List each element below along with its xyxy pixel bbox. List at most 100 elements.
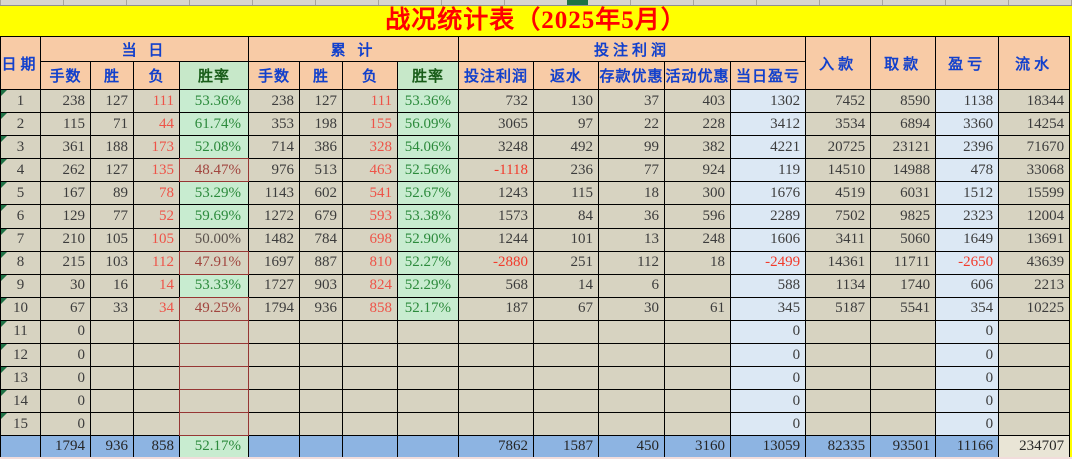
cell-deposit[interactable]: 20725 [805, 135, 872, 160]
cell-bet_profit[interactable]: -2880 [458, 250, 535, 275]
cell-pl[interactable]: 0 [935, 412, 1000, 437]
cell-date[interactable]: 3 [0, 135, 41, 160]
cell-bet_profit[interactable]: 1244 [458, 227, 535, 252]
cell-c_loss[interactable] [342, 343, 399, 368]
header-rebate[interactable]: 返水 [533, 61, 600, 90]
cell-act_bonus[interactable]: 3160 [664, 435, 732, 459]
cell-rebate[interactable] [533, 319, 600, 345]
cell-date[interactable]: 9 [0, 273, 41, 298]
cell-d_hands[interactable]: 0 [40, 319, 91, 345]
cell-rebate[interactable]: 67 [533, 296, 600, 321]
cell-c_win[interactable]: 679 [299, 204, 344, 229]
cell-c_hands[interactable] [248, 435, 301, 459]
cell-d_rate[interactable]: 53.36% [178, 88, 250, 114]
cell-pl[interactable]: 1649 [935, 227, 1000, 252]
cell-bet_profit[interactable]: 3065 [458, 112, 535, 137]
cell-d_loss[interactable]: 52 [133, 204, 180, 229]
cell-turnover[interactable]: 15599 [998, 181, 1071, 206]
cell-date[interactable]: 13 [0, 366, 41, 391]
cell-dep_bonus[interactable]: 77 [598, 158, 666, 183]
header-date[interactable]: 日期 [0, 36, 41, 90]
cell-d_win[interactable]: 127 [90, 88, 134, 114]
cell-c_hands[interactable]: 1794 [248, 296, 301, 321]
cell-d_hands[interactable]: 0 [40, 366, 91, 391]
cell-day_pl[interactable]: 4221 [730, 135, 807, 160]
cell-withdraw[interactable]: 14988 [870, 158, 937, 183]
cell-pl[interactable]: 1138 [935, 88, 1000, 114]
cell-turnover[interactable]: 33068 [998, 158, 1071, 183]
cell-pl[interactable]: 2323 [935, 204, 1000, 229]
cell-d_loss[interactable]: 135 [133, 158, 180, 183]
cell-day_pl[interactable]: -2499 [730, 250, 807, 275]
cell-c_rate[interactable]: 54.06% [397, 135, 460, 160]
cell-d_loss[interactable]: 14 [133, 273, 180, 298]
cell-rebate[interactable] [533, 412, 600, 437]
cell-c_hands[interactable]: 1272 [248, 204, 301, 229]
header-day-loss[interactable]: 负 [133, 61, 180, 90]
cell-dep_bonus[interactable] [598, 389, 666, 414]
cell-pl[interactable]: 0 [935, 366, 1000, 391]
cell-d_loss[interactable]: 173 [133, 135, 180, 160]
cell-day_pl[interactable]: 0 [730, 343, 807, 368]
cell-turnover[interactable]: 18344 [998, 88, 1071, 114]
cell-d_win[interactable] [90, 412, 134, 437]
cell-c_loss[interactable]: 541 [342, 181, 399, 206]
cell-day_pl[interactable]: 1676 [730, 181, 807, 206]
cell-c_win[interactable]: 903 [299, 273, 344, 298]
cell-c_loss[interactable] [342, 366, 399, 391]
cell-d_rate[interactable]: 53.33% [178, 273, 250, 298]
cell-date[interactable]: 11 [0, 319, 41, 345]
cell-pl[interactable]: 0 [935, 319, 1000, 345]
cell-c_loss[interactable] [342, 389, 399, 414]
cell-deposit[interactable]: 14510 [805, 158, 872, 183]
cell-d_loss[interactable]: 34 [133, 296, 180, 321]
cell-dep_bonus[interactable] [598, 366, 666, 391]
cell-turnover[interactable] [998, 389, 1071, 414]
cell-d_win[interactable] [90, 366, 134, 391]
sheet-title[interactable]: 战况统计表（2025年5月） [0, 6, 1072, 36]
cell-c_rate[interactable]: 53.36% [397, 88, 460, 114]
cell-d_rate[interactable] [178, 412, 250, 437]
cell-rebate[interactable]: 115 [533, 181, 600, 206]
cell-c_loss[interactable]: 824 [342, 273, 399, 298]
cell-act_bonus[interactable] [664, 412, 732, 437]
cell-d_hands[interactable]: 210 [40, 227, 91, 252]
cell-turnover[interactable] [998, 412, 1071, 437]
cell-withdraw[interactable]: 9825 [870, 204, 937, 229]
cell-d_hands[interactable]: 0 [40, 343, 91, 368]
cell-d_loss[interactable]: 78 [133, 181, 180, 206]
cell-d_hands[interactable]: 215 [40, 250, 91, 275]
header-activity-bonus[interactable]: 活动优惠 [664, 61, 732, 90]
cell-act_bonus[interactable]: 18 [664, 250, 732, 275]
cell-deposit[interactable]: 3534 [805, 112, 872, 137]
cell-d_rate[interactable]: 53.29% [178, 181, 250, 206]
cell-date[interactable]: 7 [0, 227, 41, 252]
cell-c_win[interactable] [299, 319, 344, 345]
cell-bet_profit[interactable]: 187 [458, 296, 535, 321]
cell-rebate[interactable]: 236 [533, 158, 600, 183]
cell-deposit[interactable] [805, 343, 872, 368]
header-turnover[interactable]: 流水 [998, 36, 1071, 90]
cell-rebate[interactable]: 14 [533, 273, 600, 298]
cell-c_loss[interactable]: 328 [342, 135, 399, 160]
cell-c_win[interactable] [299, 412, 344, 437]
cell-bet_profit[interactable]: 1243 [458, 181, 535, 206]
cell-withdraw[interactable]: 5541 [870, 296, 937, 321]
header-deposit[interactable]: 入款 [805, 36, 872, 90]
cell-dep_bonus[interactable]: 99 [598, 135, 666, 160]
cell-pl[interactable]: 478 [935, 158, 1000, 183]
cell-bet_profit[interactable]: 568 [458, 273, 535, 298]
cell-c_win[interactable] [299, 435, 344, 459]
cell-c_win[interactable]: 784 [299, 227, 344, 252]
cell-d_hands[interactable]: 262 [40, 158, 91, 183]
cell-rebate[interactable]: 1587 [533, 435, 600, 459]
cell-date[interactable]: 2 [0, 112, 41, 137]
cell-c_win[interactable]: 887 [299, 250, 344, 275]
cell-d_hands[interactable]: 115 [40, 112, 91, 137]
cell-rebate[interactable]: 130 [533, 88, 600, 114]
cell-d_hands[interactable]: 67 [40, 296, 91, 321]
cell-date[interactable]: 6 [0, 204, 41, 229]
cell-day_pl[interactable]: 0 [730, 319, 807, 345]
cell-withdraw[interactable]: 23121 [870, 135, 937, 160]
cell-bet_profit[interactable] [458, 412, 535, 437]
